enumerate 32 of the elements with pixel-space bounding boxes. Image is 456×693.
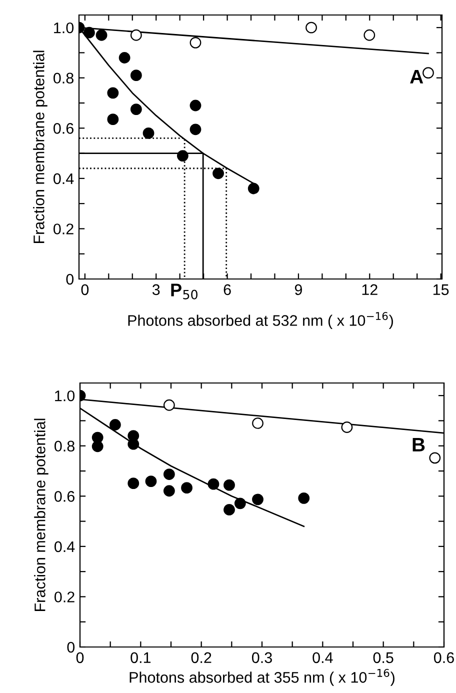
x-tick-label: 3 (152, 284, 160, 296)
x-tick-label: 0.4 (312, 652, 333, 664)
y-tick-label: 0.4 (54, 541, 75, 552)
x-tick-label: 0 (76, 652, 84, 664)
y-tick-label: 1.0 (55, 390, 75, 402)
x-tick-label: 9 (294, 284, 302, 296)
annotation: B (412, 438, 425, 452)
y-tick-label: 0.8 (54, 72, 74, 84)
y-axis-title: Fraction membrane potential (33, 50, 48, 243)
y-tick-label: 0 (67, 642, 75, 653)
x-tick-label: 0.5 (373, 652, 394, 664)
x-tick-label: 0.2 (191, 652, 212, 664)
y-tick-label: 0.2 (54, 592, 74, 602)
y-tick-label: 1.0 (54, 22, 74, 34)
x-tick-label: 0.3 (252, 652, 272, 664)
x-axis-title: Photons absorbed at 355 nm ( x 10$^{−16}$) (130, 668, 394, 686)
x-tick-label: 0.6 (434, 652, 454, 664)
x-axis-title: Photons absorbed at 532 nm ( x 10$^{−16}$) (128, 312, 393, 329)
x-tick-label: 6 (224, 284, 231, 296)
y-tick-label: 0.6 (54, 123, 74, 134)
x-tick-label: 0 (81, 284, 89, 296)
annotation: A (410, 70, 424, 84)
y-tick-label: 0.2 (54, 224, 74, 234)
y-tick-label: 0 (66, 274, 74, 285)
annotation: P$_{50}$ (171, 284, 198, 300)
y-tick-label: 0.8 (54, 440, 74, 452)
y-tick-label: 0.6 (54, 491, 74, 502)
y-tick-label: 0.4 (54, 173, 74, 184)
x-tick-label: 15 (433, 284, 449, 296)
x-tick-label: 0.1 (130, 652, 151, 664)
y-axis-title: Fraction membrane potential (34, 418, 48, 611)
x-tick-label: 12 (362, 284, 378, 295)
